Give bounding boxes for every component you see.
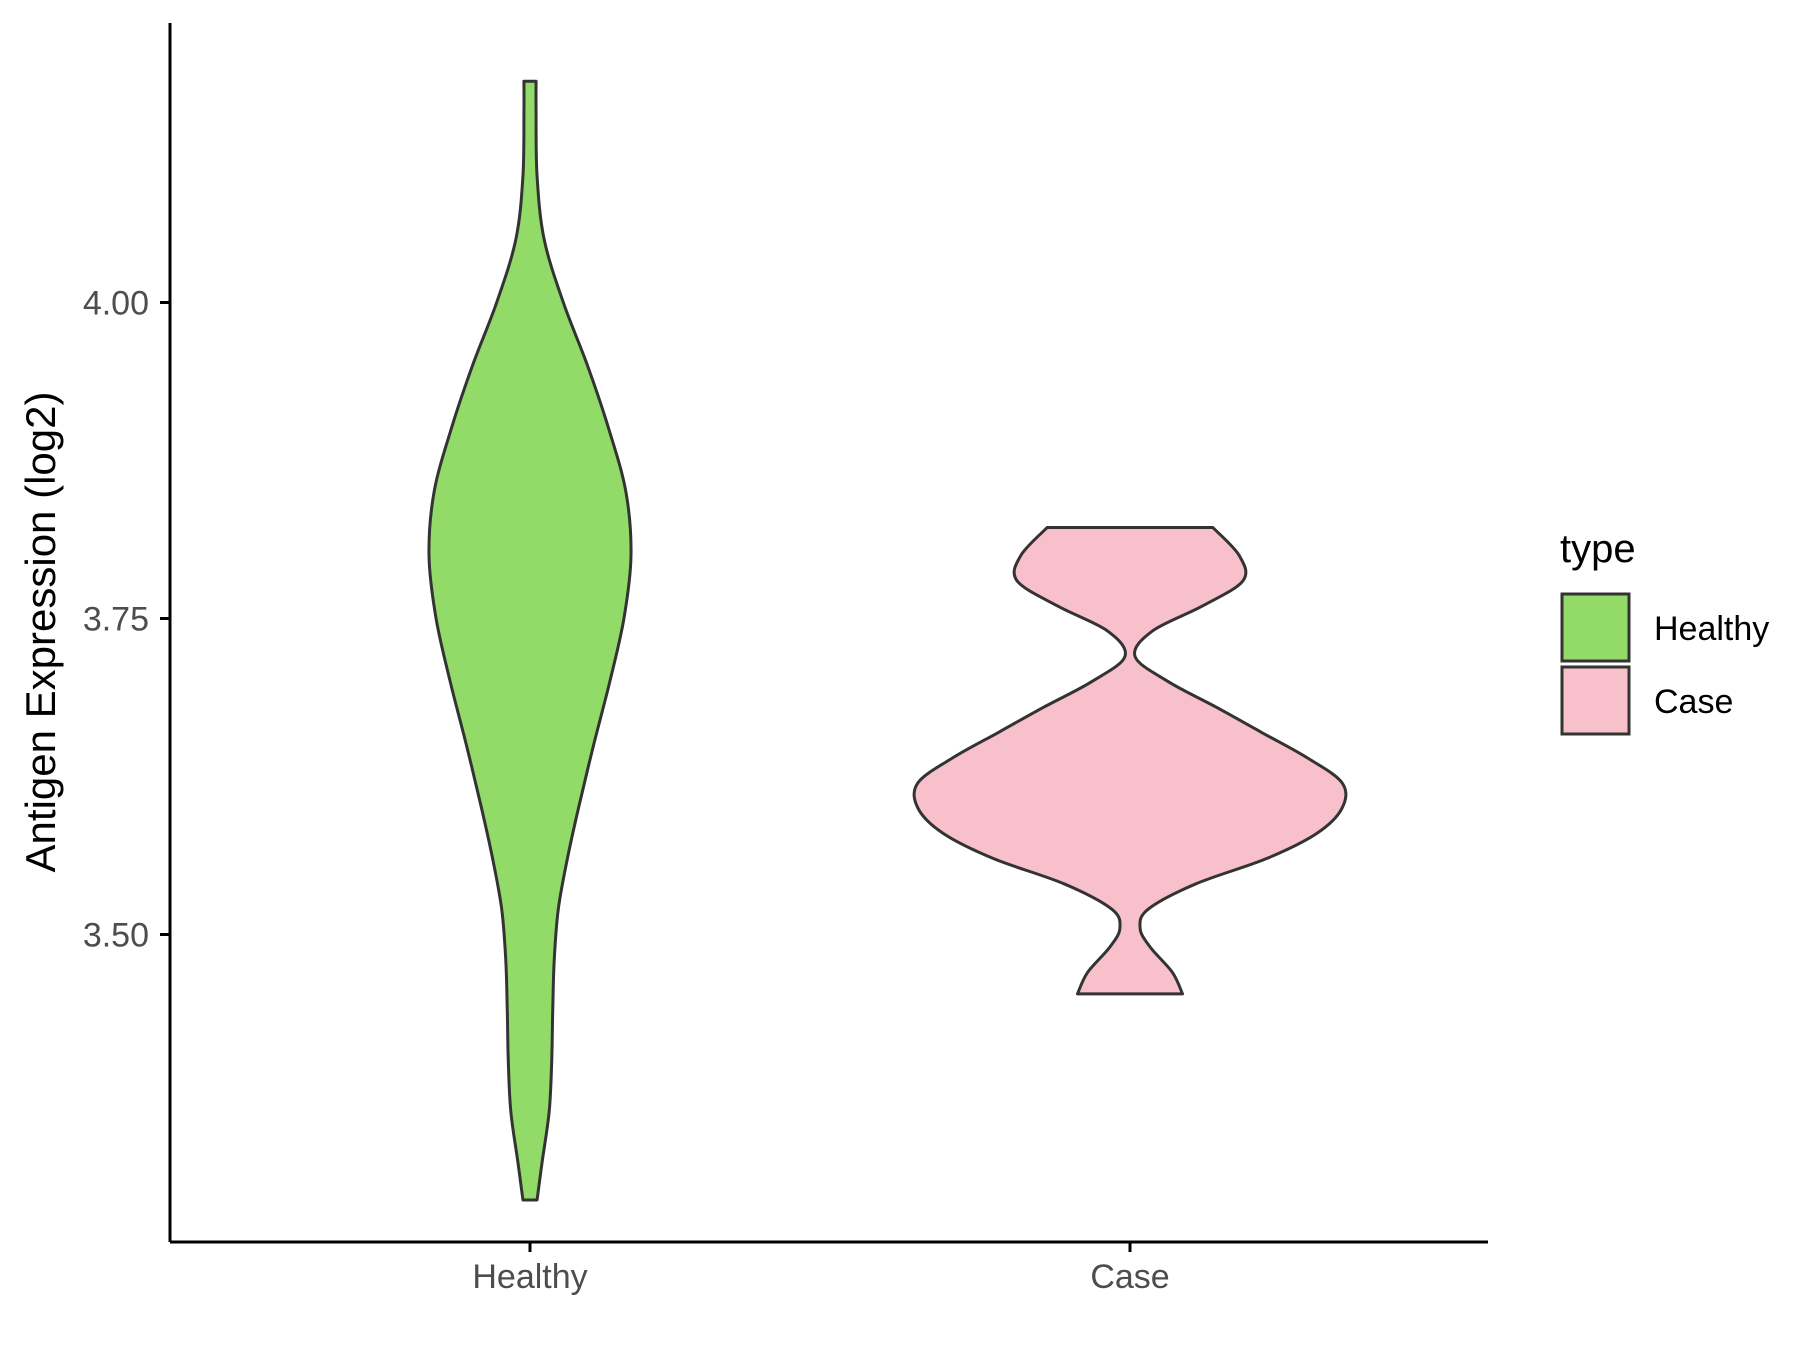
legend-label: Healthy xyxy=(1654,610,1769,648)
legend-key-case xyxy=(1560,665,1631,736)
x-tick-label: Healthy xyxy=(472,1258,587,1296)
violin-healthy xyxy=(427,79,633,1202)
axes: 3.50 3.75 4.00 Healthy Case xyxy=(83,23,1488,1296)
plot-area xyxy=(427,79,1348,1202)
y-tick-label: 4.00 xyxy=(83,285,149,323)
y-axis-title: Antigen Expression (log2) xyxy=(17,392,64,873)
legend-key-healthy xyxy=(1560,592,1631,663)
x-tick-label: Case xyxy=(1090,1258,1169,1296)
legend-title: type xyxy=(1560,527,1636,571)
legend-label: Case xyxy=(1654,683,1733,721)
y-tick-label: 3.50 xyxy=(83,917,149,955)
y-tick-label: 3.75 xyxy=(83,601,149,639)
legend: type Healthy Case xyxy=(1560,527,1769,736)
violin-case xyxy=(912,525,1348,996)
